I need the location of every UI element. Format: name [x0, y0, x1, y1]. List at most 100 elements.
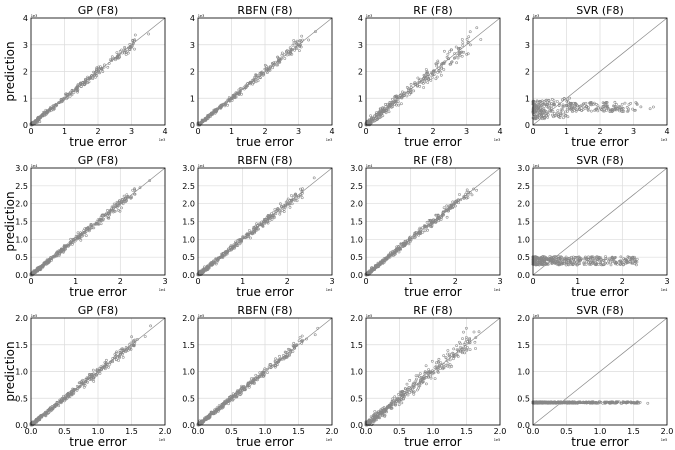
- chart-5-point-53: [293, 198, 297, 202]
- chart-0-point-333: [75, 85, 79, 89]
- chart-4-point-224: [115, 205, 119, 209]
- chart-6-point-276: [429, 225, 432, 228]
- chart-6-point-67: [442, 206, 446, 210]
- chart-6-point-26: [472, 187, 475, 191]
- chart-3-point-329: [532, 105, 535, 109]
- chart-4-point-333: [126, 196, 130, 199]
- chart-3-point-324: [559, 113, 563, 117]
- chart-3-xtick-label-3: 3: [631, 127, 636, 136]
- chart-0-point-264: [87, 80, 91, 84]
- chart-5-point-374: [274, 212, 278, 216]
- chart-0-xtick-label-3: 3: [129, 127, 134, 136]
- chart-4-point-341: [118, 199, 121, 202]
- chart-0-point-221: [124, 53, 128, 56]
- chart-1-point-330: [285, 49, 288, 53]
- chart-2-point-233: [450, 48, 453, 52]
- chart-3-point-203: [546, 115, 550, 119]
- chart-0-point-202: [91, 77, 95, 80]
- chart-2-point-117: [436, 71, 439, 74]
- chart-0-point-148: [103, 63, 106, 67]
- chart-5-point-256: [294, 196, 298, 200]
- chart-1-point-324: [200, 120, 204, 124]
- chart-2-point-196: [376, 117, 380, 121]
- chart-7-ytick-label-1: 0.5: [517, 253, 530, 262]
- chart-1-point-304: [215, 107, 219, 111]
- chart-0-point-247: [72, 89, 75, 93]
- chart-5-ytick-label-3: 1.5: [182, 218, 195, 227]
- chart-5-point-266: [236, 239, 240, 242]
- chart-3-point-292: [542, 117, 546, 121]
- chart-2-point-183: [378, 116, 382, 119]
- chart-4-point-406: [76, 236, 79, 240]
- chart-3-point-291: [550, 98, 554, 101]
- chart-4-point-100: [82, 229, 86, 233]
- chart-5-point-289: [252, 226, 256, 230]
- chart-8-y-exponent: 1e5: [31, 314, 38, 318]
- chart-3-point-323: [541, 111, 544, 114]
- chart-1-y-exponent: 1e3: [198, 14, 205, 18]
- chart-4-point-415: [84, 228, 88, 231]
- chart-5-point-386: [258, 223, 262, 226]
- chart-1-point-323: [292, 39, 296, 42]
- chart-4-point-402: [101, 218, 104, 222]
- chart-5-point-339: [301, 187, 304, 191]
- chart-2-point-273: [421, 82, 425, 85]
- chart-5-point-412: [207, 266, 210, 270]
- chart-5-point-350: [209, 263, 213, 267]
- chart-3-point-316: [589, 101, 592, 105]
- chart-1-point-317: [291, 43, 295, 47]
- chart-2-point-271: [374, 111, 378, 115]
- chart-3-point-266: [629, 102, 632, 105]
- chart-0-point-315: [75, 88, 79, 92]
- chart-3-point-194: [580, 109, 584, 112]
- chart-3-point-191: [620, 102, 624, 106]
- chart-2-xtick-label-4: 4: [497, 127, 502, 136]
- chart-9-xlabel: true error: [236, 435, 294, 449]
- chart-2-point-335: [372, 119, 376, 123]
- chart-3-point-205: [558, 102, 561, 106]
- chart-2-point-57: [429, 79, 433, 82]
- chart-1-point-328: [290, 52, 294, 56]
- chart-3-point-307: [610, 110, 614, 113]
- chart-4-point-371: [44, 261, 48, 265]
- chart-0-point-169: [86, 77, 90, 80]
- chart-0-point-227: [84, 78, 88, 82]
- chart-4-point-365: [80, 231, 84, 235]
- chart-4-point-394: [90, 226, 94, 230]
- chart-4-point-92: [79, 238, 83, 242]
- chart-3-point-275: [615, 103, 618, 106]
- chart-0-point-277: [52, 105, 56, 109]
- chart-1-point-229: [251, 82, 255, 86]
- chart-7-xlabel: true error: [571, 285, 629, 299]
- chart-2-point-268: [434, 77, 438, 81]
- chart-3-point-233: [553, 112, 556, 115]
- chart-0-y-exponent: 1e3: [31, 14, 38, 18]
- chart-5-ytick-label-5: 2.5: [182, 182, 195, 191]
- chart-3-point-96: [631, 107, 634, 111]
- chart-2-point-332: [407, 88, 410, 92]
- chart-4-point-366: [106, 216, 110, 220]
- chart-2-ytick-label-2: 2: [358, 68, 363, 77]
- chart-4-point-83: [122, 194, 126, 198]
- chart-0-point-284: [100, 68, 104, 71]
- chart-4-point-376: [116, 204, 119, 208]
- chart-2-point-311: [406, 91, 410, 94]
- chart-6-ytick-label-4: 2.0: [350, 200, 363, 209]
- chart-1-point-241: [223, 104, 227, 108]
- chart-2-point-245: [387, 110, 391, 114]
- chart-3-xtick-label-1: 1: [564, 127, 569, 136]
- chart-8-xlabel: true error: [69, 435, 127, 449]
- chart-0-point-210: [70, 88, 74, 92]
- chart-0-point-322: [128, 43, 132, 46]
- chart-2-point-59: [400, 102, 403, 106]
- chart-1-point-275: [218, 105, 222, 109]
- chart-2-point-298: [424, 68, 428, 71]
- chart-5-point-416: [253, 228, 257, 232]
- chart-9-ytick-label-2: 1.0: [182, 368, 195, 377]
- chart-2-point-173: [450, 60, 454, 64]
- chart-5-point-409: [203, 265, 206, 269]
- chart-2-point-101: [415, 84, 419, 88]
- chart-0-point-174: [92, 70, 95, 74]
